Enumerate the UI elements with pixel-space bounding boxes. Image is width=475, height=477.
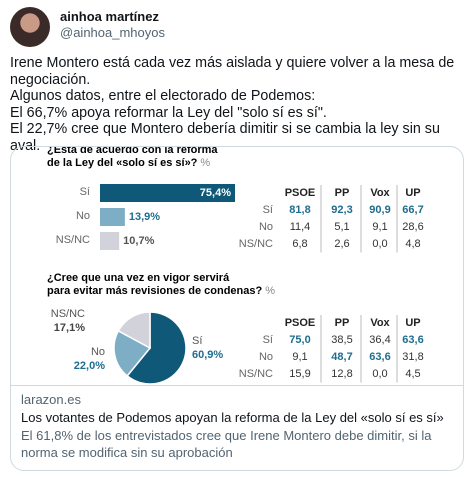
title-line: de la Ley del «solo sí es sí»? xyxy=(47,157,198,169)
table-header: PP xyxy=(335,317,350,329)
table-cell: 4,8 xyxy=(405,238,420,250)
table-cell: 15,9 xyxy=(289,368,310,380)
value-label: 13,9% xyxy=(129,211,160,223)
table-header: PSOE xyxy=(285,317,316,329)
table-cell: 28,6 xyxy=(402,221,423,233)
table-cell: 11,4 xyxy=(290,221,311,233)
table-header: Vox xyxy=(370,187,390,199)
table-header: PP xyxy=(335,187,350,199)
pie-slice xyxy=(126,311,187,385)
table-cell: 63,6 xyxy=(402,334,423,346)
title-unit: % xyxy=(200,157,210,169)
table-cell: 75,0 xyxy=(289,334,310,346)
pie-value: 17,1% xyxy=(54,322,85,334)
table-cell: 9,1 xyxy=(292,351,307,363)
pie-slice xyxy=(113,329,152,377)
title-unit: % xyxy=(265,285,275,297)
tweet-line: El 22,7% cree que Montero debería dimiti… xyxy=(10,121,440,154)
pie-label: No xyxy=(91,346,105,358)
pie-slice xyxy=(117,311,151,350)
table-cell: 2,6 xyxy=(334,238,349,250)
pie-value: 60,9% xyxy=(192,349,223,361)
value-label: 10,7% xyxy=(123,235,154,247)
table-cell: 9,1 xyxy=(372,221,387,233)
table-header: UP xyxy=(405,187,420,199)
table-cell: 12,8 xyxy=(331,368,352,380)
tweet-line: Algunos datos, entre el electorado de Po… xyxy=(10,88,316,104)
card-domain: larazon.es xyxy=(21,392,81,407)
pie-value: 22,0% xyxy=(74,360,105,372)
table-cell: 38,5 xyxy=(331,334,352,346)
title-line: ¿Está de acuerdo con la reforma xyxy=(47,147,218,156)
table-cell: 92,3 xyxy=(331,204,352,216)
row-label: NS/NC xyxy=(239,368,273,380)
card-description: El 61,8% de los entrevistados cree que I… xyxy=(21,428,432,460)
link-card[interactable]: ¿Está de acuerdo con la reforma de la Ley… xyxy=(10,146,464,471)
table-header: UP xyxy=(405,317,420,329)
card-title: Los votantes de Podemos apoyan la reform… xyxy=(21,410,444,425)
chart-title: ¿Está de acuerdo con la reforma xyxy=(47,147,218,156)
author-name[interactable]: ainhoa martínez xyxy=(60,9,159,24)
author-handle[interactable]: @ainhoa_mhoyos xyxy=(60,25,165,40)
bar xyxy=(100,232,120,250)
tweet-line: Irene Montero está cada vez más aislada … xyxy=(10,55,455,88)
table-cell: 90,9 xyxy=(369,204,390,216)
row-label: Sí xyxy=(263,334,273,346)
table-cell: 66,7 xyxy=(402,204,423,216)
pie-label: Sí xyxy=(192,335,202,347)
table-cell: 81,8 xyxy=(289,204,310,216)
row-label: Sí xyxy=(263,204,273,216)
pie-label: NS/NC xyxy=(51,308,85,320)
row-label: No xyxy=(259,221,273,233)
tweet-text: Irene Montero está cada vez más aislada … xyxy=(10,55,460,154)
bar-label: Sí xyxy=(80,186,90,198)
chart-title: para evitar más revisiones de condenas?% xyxy=(47,285,275,297)
table-cell: 48,7 xyxy=(331,351,352,363)
table-header: PSOE xyxy=(285,187,316,199)
title-line: para evitar más revisiones de condenas? xyxy=(47,285,262,297)
chart-title: de la Ley del «solo sí es sí»?% xyxy=(47,157,210,169)
row-label: NS/NC xyxy=(239,238,273,250)
tweet-line: El 66,7% apoya reformar la Ley del "solo… xyxy=(10,104,327,121)
table-cell: 63,6 xyxy=(369,351,390,363)
title-line: ¿Cree que una vez en vigor servirá xyxy=(47,272,230,284)
row-label: No xyxy=(259,351,273,363)
table-cell: 0,0 xyxy=(372,238,387,250)
table-cell: 4,5 xyxy=(405,368,420,380)
table-cell: 5,1 xyxy=(334,221,349,233)
table-cell: 31,8 xyxy=(402,351,423,363)
bar-label: No xyxy=(76,210,90,222)
chart-title: ¿Cree que una vez en vigor servirá xyxy=(47,272,230,284)
avatar[interactable] xyxy=(10,7,50,47)
table-header: Vox xyxy=(370,317,390,329)
bar xyxy=(100,184,235,202)
bar-label: NS/NC xyxy=(56,234,90,246)
table-cell: 0,0 xyxy=(372,368,387,380)
bar xyxy=(100,208,125,226)
value-label: 75,4% xyxy=(200,187,231,199)
table-cell: 6,8 xyxy=(292,238,307,250)
table-cell: 36,4 xyxy=(369,334,390,346)
